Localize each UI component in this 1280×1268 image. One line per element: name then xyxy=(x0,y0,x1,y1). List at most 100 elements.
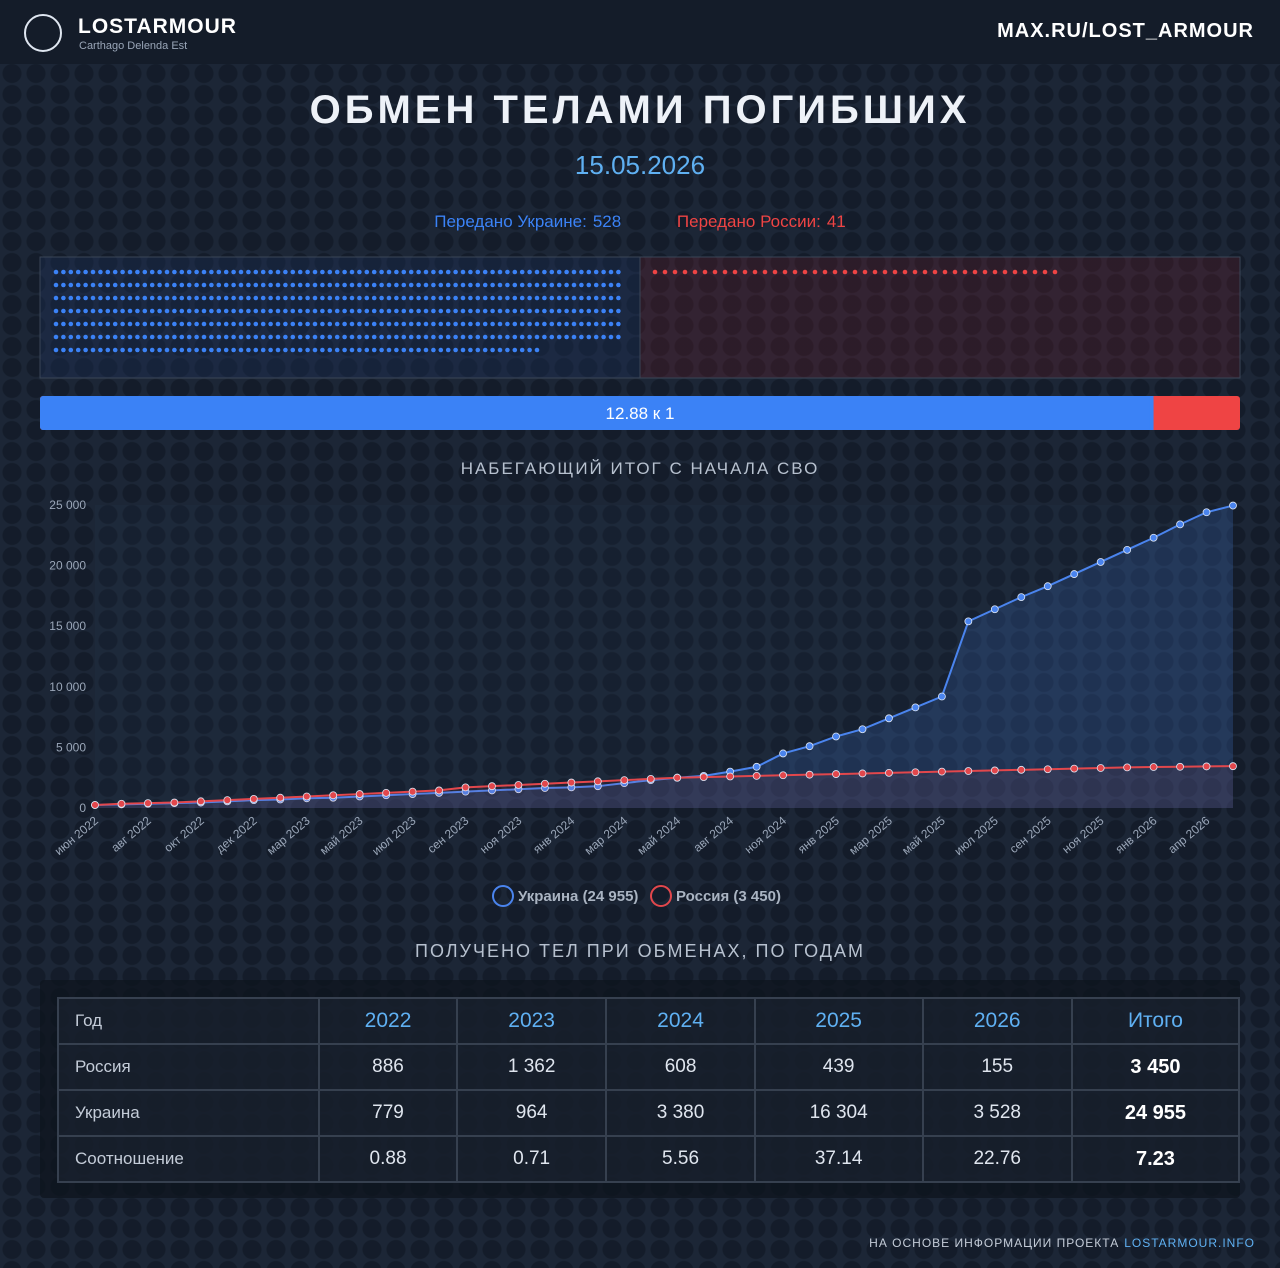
dot xyxy=(320,321,325,327)
dot xyxy=(179,308,185,314)
dot xyxy=(972,269,978,275)
dot xyxy=(194,308,199,314)
dot xyxy=(253,269,259,275)
point xyxy=(1202,508,1211,517)
dot xyxy=(371,308,377,314)
point xyxy=(885,714,893,723)
dot xyxy=(120,282,125,288)
point xyxy=(1043,765,1052,774)
dot xyxy=(593,295,599,301)
y-tick-label: 10 000 xyxy=(49,680,86,694)
dot xyxy=(992,269,998,275)
dot xyxy=(75,282,81,288)
dot xyxy=(408,347,414,353)
dot xyxy=(201,347,207,353)
dot xyxy=(149,308,155,314)
dot xyxy=(290,308,296,314)
brand: LOSTARMOUR xyxy=(78,15,237,38)
header-cell: 2025 xyxy=(753,997,924,1045)
dot xyxy=(512,321,518,327)
dot xyxy=(475,282,481,288)
point xyxy=(461,783,470,792)
dot xyxy=(312,269,318,275)
dot xyxy=(127,269,133,275)
dot xyxy=(892,269,898,275)
point xyxy=(911,768,920,777)
dot xyxy=(275,321,281,327)
dot xyxy=(394,347,399,353)
dot xyxy=(571,269,577,275)
dot xyxy=(98,308,103,314)
dot xyxy=(275,295,281,301)
dot xyxy=(209,282,214,288)
dot xyxy=(527,321,532,327)
dot xyxy=(912,269,918,275)
dot xyxy=(490,321,495,327)
dot xyxy=(127,347,133,353)
dot xyxy=(312,308,318,314)
dot xyxy=(268,334,273,340)
dot xyxy=(90,282,96,288)
dot xyxy=(157,295,162,301)
dot xyxy=(416,347,421,353)
dot xyxy=(542,282,547,288)
dot xyxy=(223,334,229,340)
dot xyxy=(216,295,222,301)
russia-count: 41 xyxy=(826,212,846,231)
dot xyxy=(902,269,908,275)
dot xyxy=(260,308,266,314)
dot xyxy=(438,295,444,301)
dot xyxy=(260,282,266,288)
dot xyxy=(475,295,481,301)
dot xyxy=(579,295,584,301)
russia-panel xyxy=(639,256,1241,379)
dot xyxy=(275,308,281,314)
dot xyxy=(246,308,251,314)
dot xyxy=(438,269,444,275)
point xyxy=(408,787,417,796)
dot xyxy=(246,347,251,353)
dot xyxy=(564,321,569,327)
dot xyxy=(223,308,229,314)
dot xyxy=(438,347,444,353)
dot xyxy=(490,308,495,314)
dot xyxy=(172,282,177,288)
dot xyxy=(209,334,214,340)
dot xyxy=(379,347,384,353)
dot xyxy=(482,308,488,314)
dot xyxy=(334,334,340,340)
dot xyxy=(942,269,948,275)
point xyxy=(435,786,443,795)
dot xyxy=(61,295,66,301)
dot xyxy=(394,269,399,275)
dot xyxy=(149,295,155,301)
dot xyxy=(334,282,340,288)
dot xyxy=(527,295,532,301)
point xyxy=(382,788,391,797)
dot xyxy=(216,269,222,275)
dot xyxy=(186,295,192,301)
x-tick-label: дек 2022 xyxy=(213,813,260,855)
dot xyxy=(371,295,377,301)
dot xyxy=(542,308,547,314)
dot xyxy=(90,334,96,340)
dot xyxy=(401,321,407,327)
dot xyxy=(762,269,768,275)
point xyxy=(937,767,946,776)
dot xyxy=(742,269,748,275)
dot xyxy=(416,295,421,301)
dot xyxy=(475,269,481,275)
point xyxy=(699,773,708,781)
dot xyxy=(497,308,503,314)
cell: 24 955 xyxy=(1070,1089,1241,1137)
dot xyxy=(334,308,340,314)
footer-link[interactable]: LOSTARMOUR.INFO xyxy=(1124,1236,1255,1250)
channel-link[interactable]: MAX.RU/LOST_ARMOUR xyxy=(997,20,1254,42)
dot xyxy=(357,269,362,275)
dot xyxy=(120,308,125,314)
dot xyxy=(83,269,88,275)
header-cell: Итого xyxy=(1070,997,1241,1045)
dot xyxy=(201,321,207,327)
legend-marker xyxy=(492,885,514,907)
dot xyxy=(952,269,958,275)
